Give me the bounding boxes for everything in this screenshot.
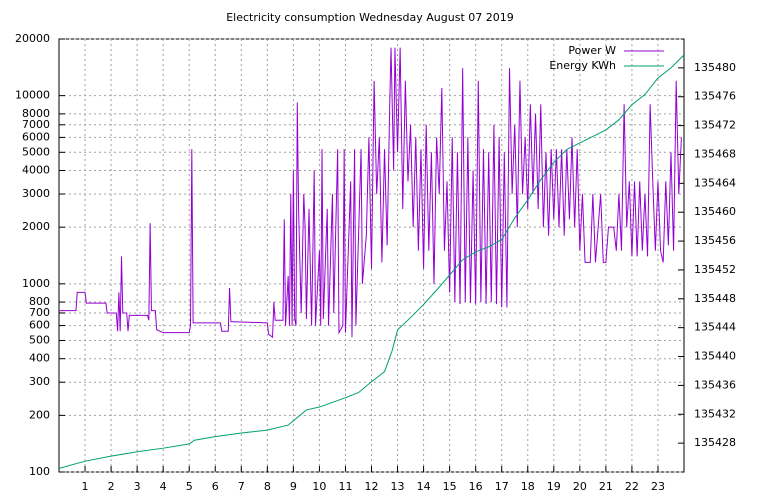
y-tick-label: 6000 <box>22 130 50 143</box>
legend-label: Power W <box>568 44 616 57</box>
y2-tick-label: 135444 <box>694 321 736 334</box>
x-tick-label: 17 <box>495 480 509 493</box>
y2-tick-label: 135440 <box>694 350 736 363</box>
y-tick-label: 5000 <box>22 145 50 158</box>
y-tick-label: 1000 <box>22 277 50 290</box>
x-tick-label: 3 <box>134 480 141 493</box>
y-tick-label: 600 <box>29 319 50 332</box>
y-tick-label: 300 <box>29 375 50 388</box>
legend-label: Energy KWh <box>549 59 616 72</box>
x-tick-label: 5 <box>186 480 193 493</box>
y-tick-label: 20000 <box>15 32 50 45</box>
y2-tick-label: 135472 <box>694 119 736 132</box>
x-tick-label: 1 <box>82 480 89 493</box>
x-tick-label: 9 <box>290 480 297 493</box>
x-tick-label: 20 <box>573 480 587 493</box>
x-tick-label: 16 <box>469 480 483 493</box>
x-tick-label: 12 <box>365 480 379 493</box>
x-tick-label: 10 <box>312 480 326 493</box>
y-tick-label: 200 <box>29 408 50 421</box>
y-tick-label: 500 <box>29 333 50 346</box>
y2-tick-label: 135448 <box>694 292 736 305</box>
y-tick-label: 2000 <box>22 220 50 233</box>
y2-tick-label: 135460 <box>694 205 736 218</box>
x-tick-label: 7 <box>238 480 245 493</box>
x-tick-label: 14 <box>417 480 431 493</box>
y2-tick-label: 135456 <box>694 234 736 247</box>
y-tick-label: 10000 <box>15 89 50 102</box>
y-tick-label: 4000 <box>22 164 50 177</box>
x-tick-label: 4 <box>160 480 167 493</box>
x-tick-label: 11 <box>338 480 352 493</box>
x-tick-label: 22 <box>625 480 639 493</box>
x-tick-label: 18 <box>521 480 535 493</box>
x-tick-label: 2 <box>108 480 115 493</box>
x-tick-label: 8 <box>264 480 271 493</box>
y2-tick-label: 135432 <box>694 407 736 420</box>
y-tick-label: 7000 <box>22 118 50 131</box>
y-tick-label: 800 <box>29 295 50 308</box>
x-tick-label: 13 <box>391 480 405 493</box>
y-tick-label: 8000 <box>22 107 50 120</box>
y-tick-label: 400 <box>29 352 50 365</box>
series-line <box>58 54 685 469</box>
x-tick-label: 23 <box>651 480 665 493</box>
y2-tick-label: 135452 <box>694 263 736 276</box>
y2-tick-label: 135480 <box>694 61 736 74</box>
y2-tick-label: 135476 <box>694 90 736 103</box>
y2-tick-label: 135464 <box>694 176 736 189</box>
y2-tick-label: 135428 <box>694 436 736 449</box>
y-tick-label: 700 <box>29 306 50 319</box>
y-tick-label: 100 <box>29 465 50 478</box>
chart-title: Electricity consumption Wednesday August… <box>226 11 514 24</box>
y2-tick-label: 135436 <box>694 378 736 391</box>
y-tick-label: 3000 <box>22 187 50 200</box>
x-tick-label: 21 <box>599 480 613 493</box>
y2-tick-label: 135468 <box>694 147 736 160</box>
x-tick-label: 19 <box>547 480 561 493</box>
series-line <box>59 47 682 339</box>
x-tick-label: 15 <box>443 480 457 493</box>
x-tick-label: 6 <box>212 480 219 493</box>
